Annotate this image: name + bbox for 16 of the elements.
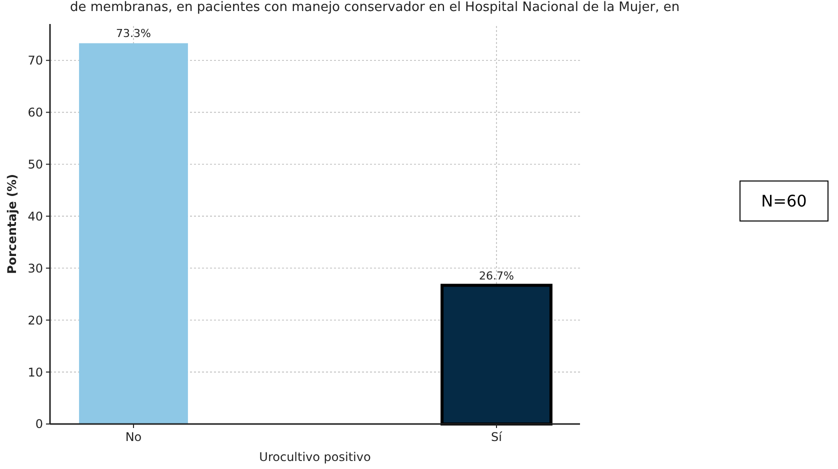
y-tick-label: 0 <box>35 417 43 432</box>
x-axis-title: Urocultivo positivo <box>259 450 371 464</box>
y-tick-label: 20 <box>28 313 43 328</box>
y-tick-label: 70 <box>28 54 43 68</box>
x-tick-label: No <box>125 430 142 444</box>
y-tick-label: 10 <box>28 365 43 380</box>
data-label: 73.3% <box>116 27 151 40</box>
x-tick-label: Sí <box>491 430 503 444</box>
text: N=60 <box>761 192 807 211</box>
y-axis-title: Porcentaje (%) <box>5 174 19 274</box>
y-tick-label: 60 <box>28 106 43 120</box>
y-tick-label: 50 <box>28 157 43 172</box>
y-tick-label: 30 <box>28 261 43 276</box>
y-tick-label: 40 <box>28 209 43 224</box>
data-label: 26.7% <box>479 269 514 282</box>
chart-title: de membranas, en pacientes con manejo conservador en el Hospital Nacional de la Mujer, en <box>70 0 680 15</box>
